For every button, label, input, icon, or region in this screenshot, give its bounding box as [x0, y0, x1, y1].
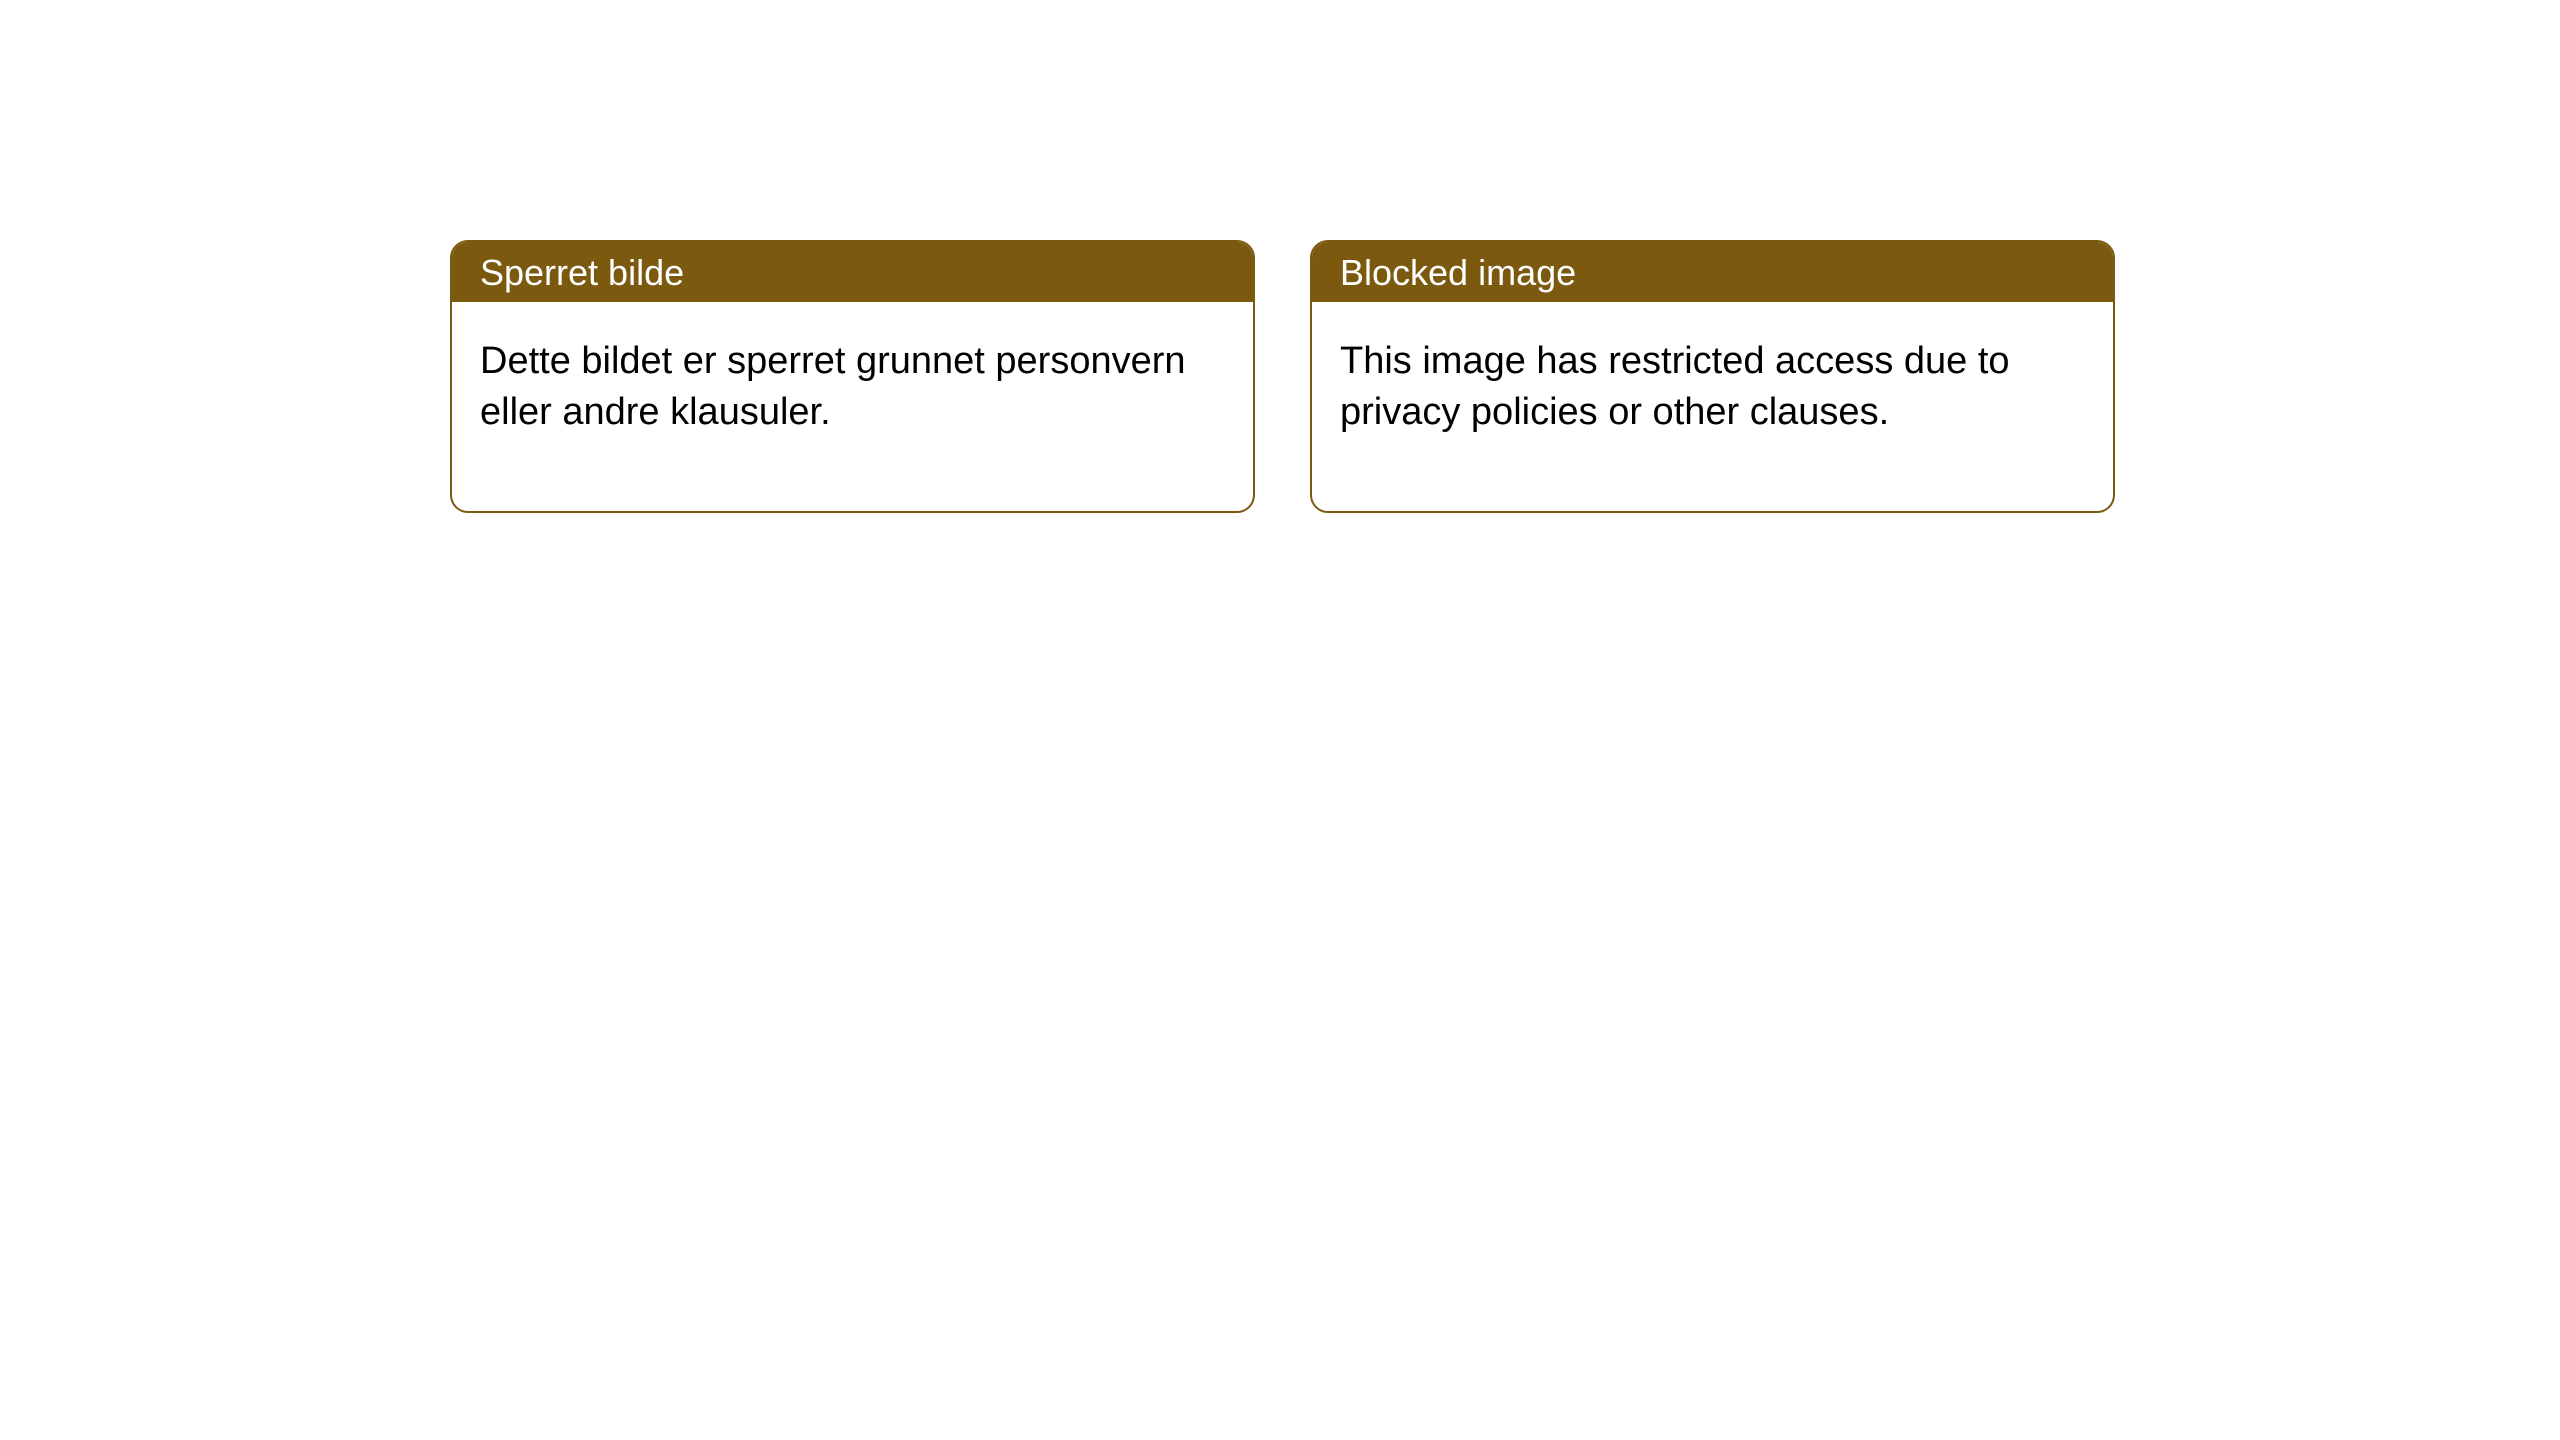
notice-body: Dette bildet er sperret grunnet personve… — [452, 302, 1253, 511]
notice-header: Blocked image — [1312, 242, 2113, 302]
notice-box-english: Blocked image This image has restricted … — [1310, 240, 2115, 513]
notice-box-norwegian: Sperret bilde Dette bildet er sperret gr… — [450, 240, 1255, 513]
notice-header: Sperret bilde — [452, 242, 1253, 302]
notice-body: This image has restricted access due to … — [1312, 302, 2113, 511]
notice-container: Sperret bilde Dette bildet er sperret gr… — [0, 0, 2560, 513]
